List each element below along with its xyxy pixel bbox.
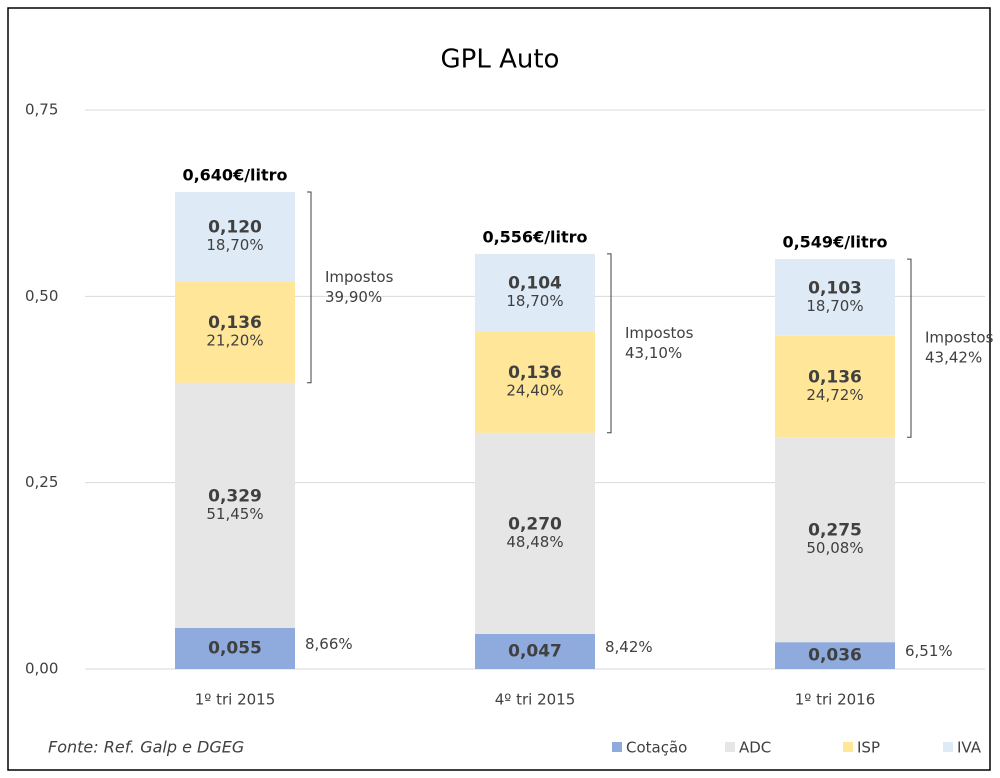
tax-label: Impostos xyxy=(925,329,994,347)
tax-label: Impostos xyxy=(325,268,394,286)
tax-percent: 39,90% xyxy=(325,288,382,306)
value-label: 0,275 xyxy=(808,521,862,541)
legend-label: ISP xyxy=(857,739,880,757)
percent-label: 51,45% xyxy=(206,505,263,523)
legend-swatch xyxy=(612,742,622,752)
percent-label: 21,20% xyxy=(206,332,263,350)
legend-label: ADC xyxy=(739,739,771,757)
percent-label: 6,51% xyxy=(905,642,953,660)
tax-bracket xyxy=(607,253,612,434)
y-tick-label: 0,25 xyxy=(25,473,58,491)
x-tick-label: 1º tri 2015 xyxy=(195,691,276,709)
legend-label: IVA xyxy=(957,739,982,757)
bar-segment xyxy=(475,253,595,332)
value-label: 0,055 xyxy=(208,639,262,659)
legend-swatch xyxy=(843,742,853,752)
total-label: 0,640€/litro xyxy=(182,165,287,184)
value-label: 0,120 xyxy=(208,218,262,238)
bar-segment xyxy=(475,331,595,433)
percent-label: 24,40% xyxy=(506,382,563,400)
total-label: 0,549€/litro xyxy=(782,233,887,252)
bar-segment xyxy=(775,259,895,336)
percent-label: 24,72% xyxy=(806,386,863,404)
bar-segment xyxy=(775,335,895,438)
percent-label: 48,48% xyxy=(506,533,563,551)
value-label: 0,136 xyxy=(208,313,262,333)
bar-segment xyxy=(175,382,295,629)
bar-segment xyxy=(175,628,295,669)
legend-swatch xyxy=(943,742,953,752)
value-label: 0,103 xyxy=(808,278,862,298)
bar-segment xyxy=(475,432,595,634)
total-label: 0,556€/litro xyxy=(482,227,587,246)
tax-label: Impostos xyxy=(625,324,694,342)
percent-label: 8,66% xyxy=(305,635,353,653)
legend-label: Cotação xyxy=(626,739,687,757)
tax-bracket xyxy=(907,258,912,438)
y-tick-label: 0,00 xyxy=(25,660,58,678)
bar-segment xyxy=(475,633,595,669)
value-label: 0,136 xyxy=(808,368,862,388)
bar-segment xyxy=(175,191,295,282)
value-label: 0,036 xyxy=(808,646,862,666)
value-label: 0,104 xyxy=(508,274,562,294)
value-label: 0,136 xyxy=(508,363,562,383)
legend-swatch xyxy=(725,742,735,752)
bar-segment xyxy=(175,281,295,383)
chart-title: GPL Auto xyxy=(441,45,560,75)
value-label: 0,270 xyxy=(508,514,562,534)
tax-percent: 43,10% xyxy=(625,344,682,362)
percent-label: 50,08% xyxy=(806,539,863,557)
percent-label: 8,42% xyxy=(605,638,653,656)
x-tick-label: 1º tri 2016 xyxy=(795,691,876,709)
percent-label: 18,70% xyxy=(506,292,563,310)
x-tick-label: 4º tri 2015 xyxy=(495,691,576,709)
bar-segment xyxy=(775,642,895,669)
y-tick-label: 0,75 xyxy=(25,101,58,119)
y-tick-label: 0,50 xyxy=(25,287,58,305)
percent-label: 18,70% xyxy=(806,297,863,315)
percent-label: 18,70% xyxy=(206,236,263,254)
tax-bracket xyxy=(307,191,312,384)
value-label: 0,329 xyxy=(208,486,262,506)
value-label: 0,047 xyxy=(508,641,562,661)
source-note: Fonte: Ref. Galp e DGEG xyxy=(48,738,244,757)
bar-segment xyxy=(775,437,895,643)
tax-percent: 43,42% xyxy=(925,349,982,367)
